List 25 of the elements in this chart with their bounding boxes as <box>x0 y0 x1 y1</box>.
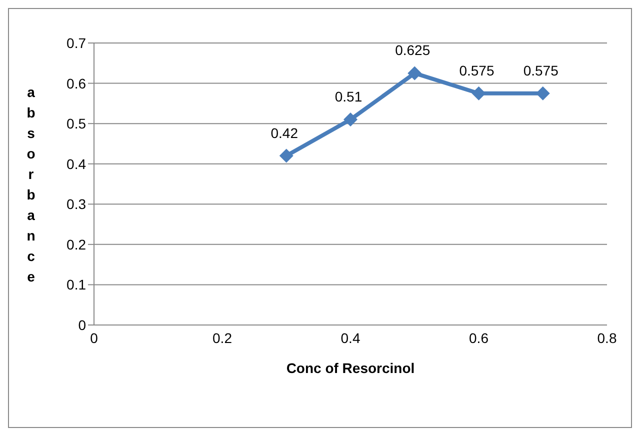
y-tick-label: 0.6 <box>66 75 86 92</box>
x-tick-label: 0.8 <box>597 330 617 346</box>
y-tick-label: 0.5 <box>66 116 86 132</box>
y-tick-label: 0 <box>78 316 86 333</box>
text: absorbance <box>26 84 36 284</box>
data-label: 0.625 <box>395 42 430 58</box>
x-tick-label: 0.6 <box>469 330 489 346</box>
data-label: 0.575 <box>459 62 494 78</box>
y-tick-label: 0.1 <box>66 276 86 293</box>
point <box>408 66 422 80</box>
data-label: 0.42 <box>270 124 298 141</box>
point <box>472 86 486 100</box>
x-axis-title: Conc of Resorcinol <box>286 360 415 376</box>
data-label: 0.51 <box>334 88 362 105</box>
y-tick-label: 0.4 <box>66 156 86 172</box>
x-tick-label: 0.2 <box>212 330 232 346</box>
y-tick-label: 0.3 <box>66 196 86 212</box>
x-tick-label: 0.4 <box>340 330 360 346</box>
x-tick-label: 0 <box>90 330 98 346</box>
point <box>536 86 550 100</box>
point <box>279 148 294 163</box>
data-label: 0.575 <box>523 62 559 78</box>
y-tick-label: 0.7 <box>66 34 86 51</box>
y-tick-label: 0.2 <box>66 236 86 252</box>
point <box>344 112 358 127</box>
